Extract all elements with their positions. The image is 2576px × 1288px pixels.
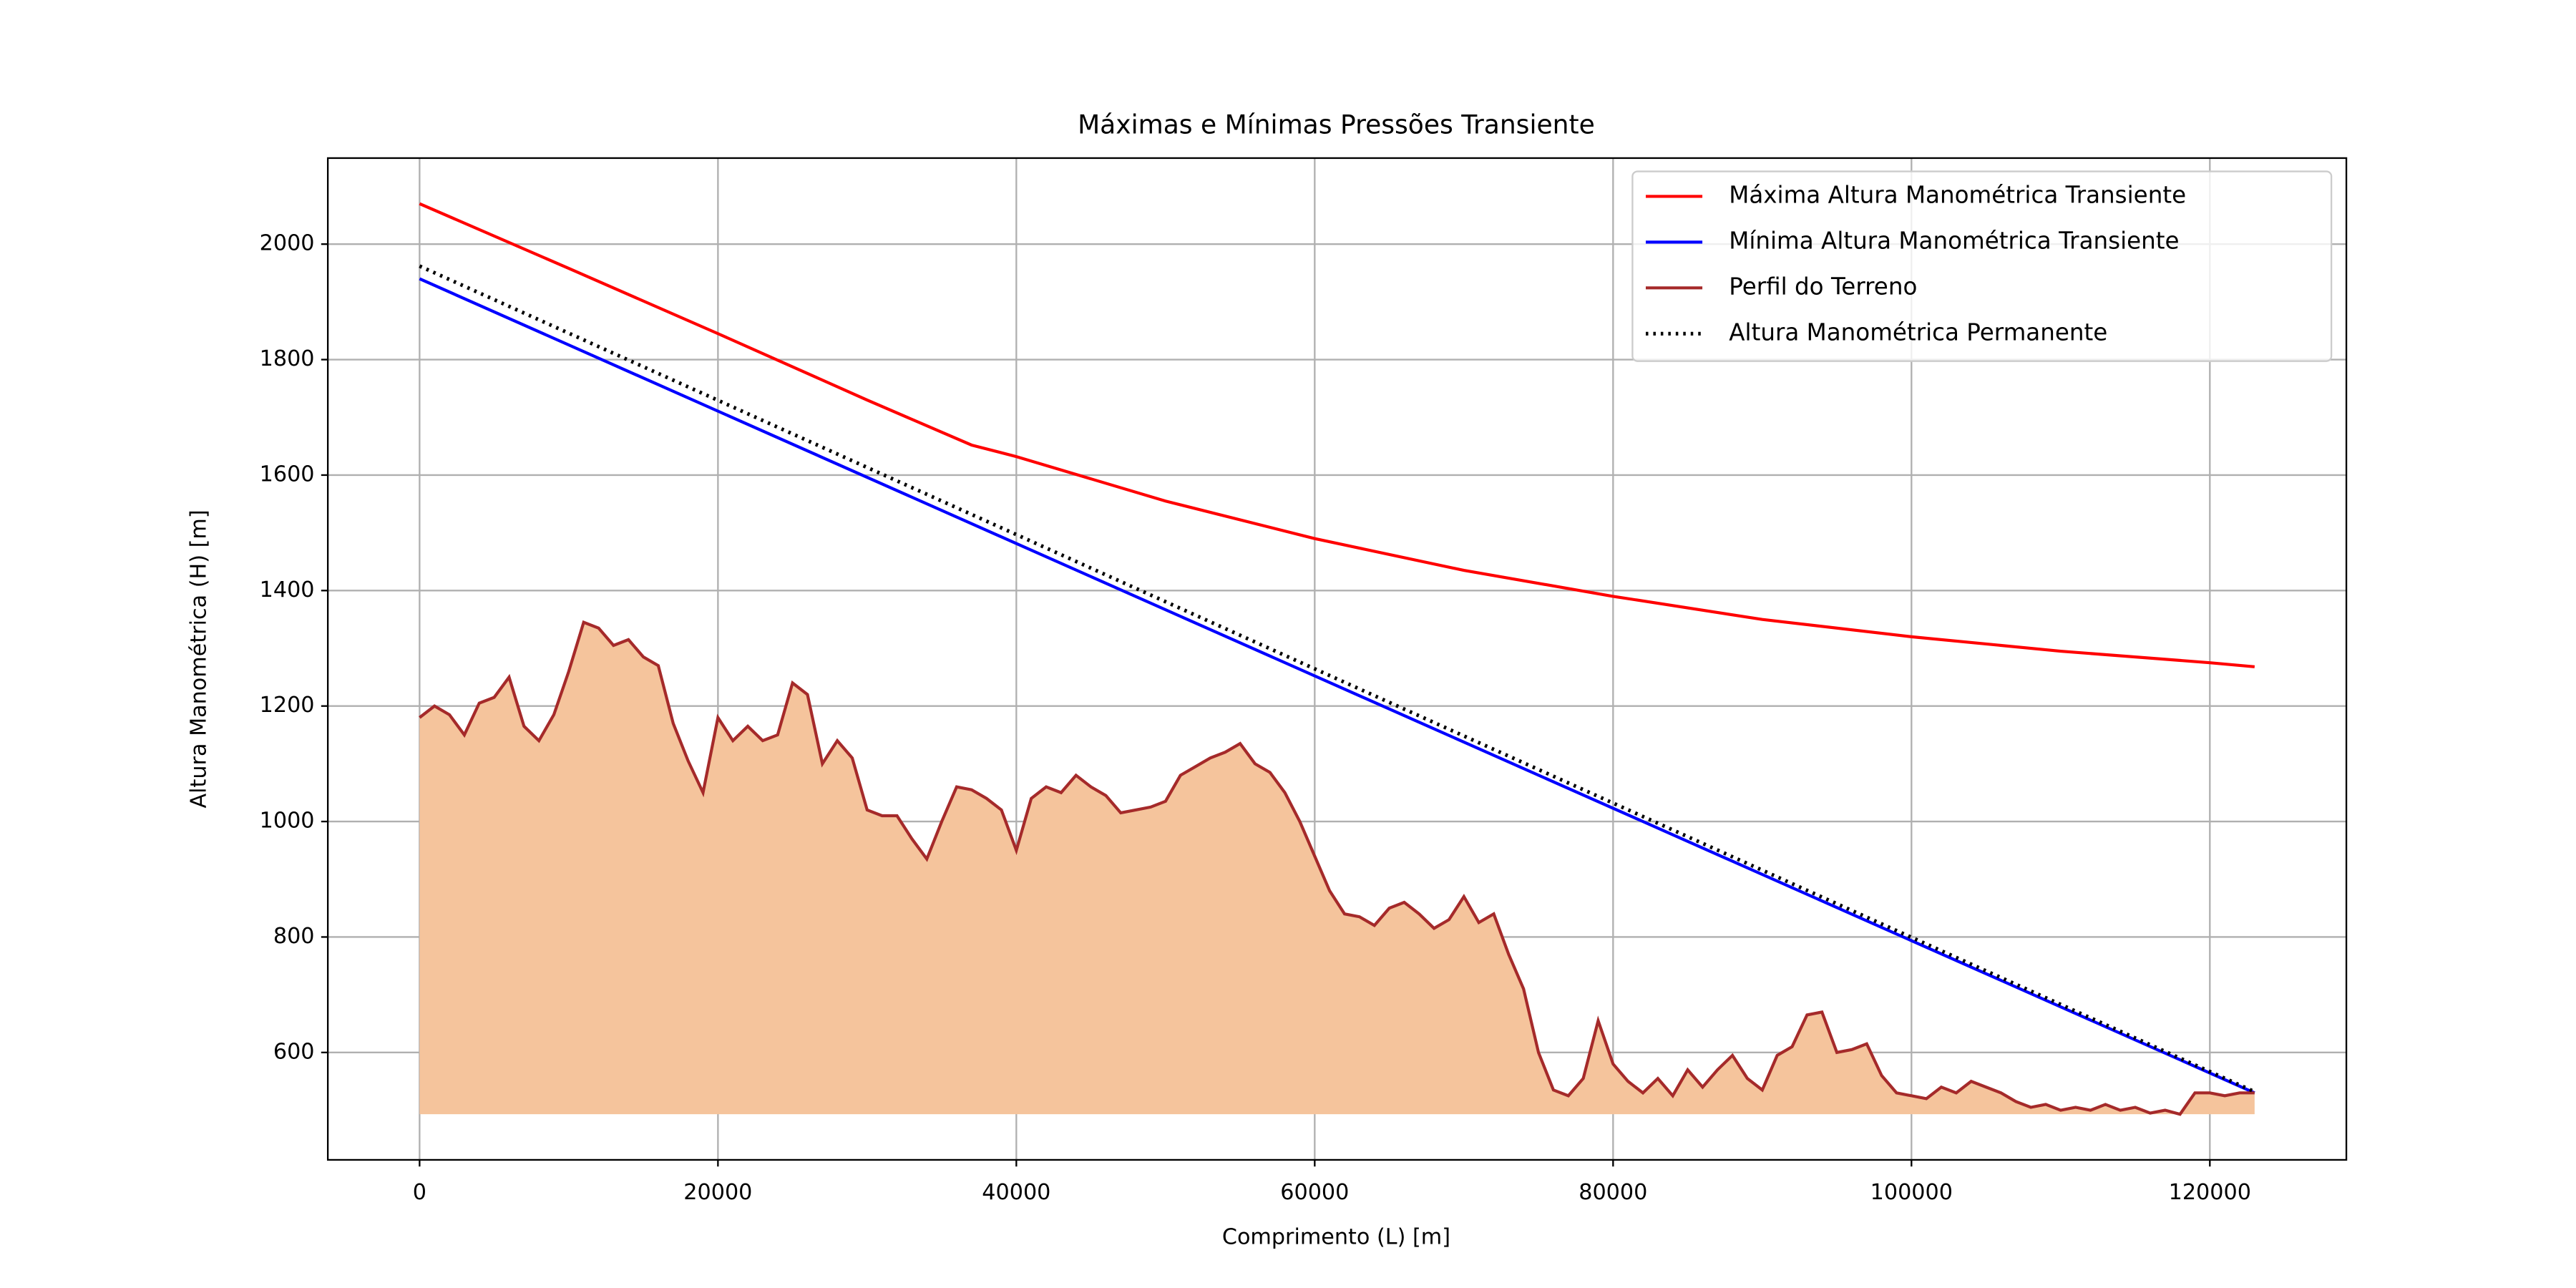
- plot-frame: [326, 157, 2348, 1161]
- series-line: [419, 202, 2255, 668]
- legend-label: Altura Manométrica Permanente: [1729, 318, 2107, 346]
- legend-label: Máxima Altura Manométrica Transiente: [1729, 181, 2186, 208]
- series-line: [419, 620, 2255, 1116]
- legend: Máxima Altura Manométrica Transiente Míni…: [1631, 170, 2333, 362]
- x-tick-label: 60000: [1280, 1180, 1349, 1205]
- y-tick-label: 1600: [260, 462, 315, 487]
- x-tick-label: 20000: [683, 1180, 752, 1205]
- x-tick-label: 40000: [982, 1180, 1050, 1205]
- terrain-area: [419, 622, 2255, 1115]
- y-tick-label: 1800: [260, 346, 315, 371]
- legend-box: [1631, 170, 2333, 362]
- series-line: [419, 277, 2255, 1095]
- y-axis-label: Altura Manométrica (H) [m]: [187, 509, 212, 808]
- x-tick-label: 120000: [2169, 1180, 2251, 1205]
- x-axis-label: Comprimento (L) [m]: [1222, 1225, 1450, 1250]
- x-tick-label: 80000: [1579, 1180, 1647, 1205]
- y-tick-label: 1200: [260, 693, 315, 718]
- chart-title: Máximas e Mínimas Pressões Transiente: [1078, 111, 1595, 140]
- y-tick-label: 600: [273, 1039, 315, 1064]
- y-tick-label: 2000: [260, 231, 315, 256]
- legend-label: Perfil do Terreno: [1729, 273, 1917, 300]
- x-tick-label: 100000: [1870, 1180, 1953, 1205]
- y-tick-label: 1400: [260, 577, 315, 602]
- y-tick-label: 800: [273, 924, 315, 949]
- x-tick-label: 0: [413, 1180, 426, 1205]
- legend-label: Mínima Altura Manométrica Transiente: [1729, 227, 2179, 254]
- y-tick-label: 1000: [260, 809, 315, 834]
